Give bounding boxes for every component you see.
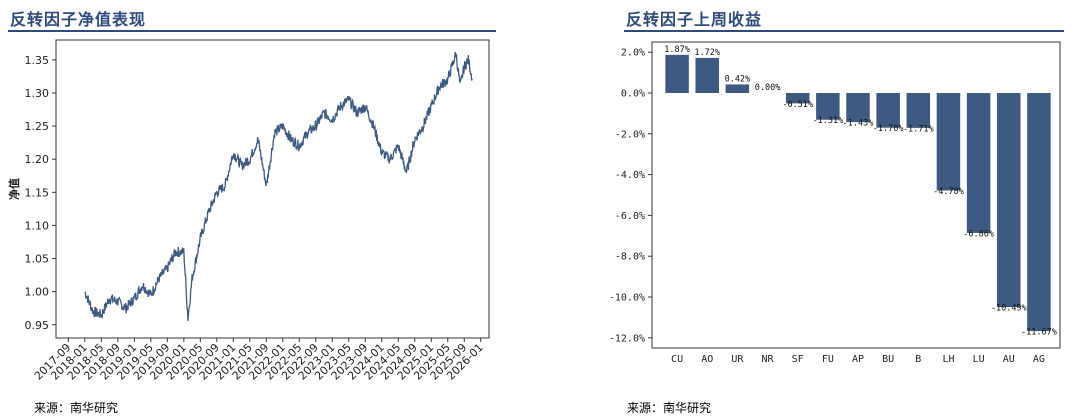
bar-ur xyxy=(725,84,750,93)
y-tick-label: -4.0% xyxy=(615,170,645,181)
y-tick-label: 1.30 xyxy=(25,87,50,100)
bar-value-label: -0.51% xyxy=(782,100,813,110)
right-source-note: 来源：南华研究 xyxy=(627,401,712,415)
y-tick-label: 1.25 xyxy=(25,120,50,133)
x-tick-label: B xyxy=(915,354,921,365)
bar-value-label: -4.78% xyxy=(933,187,964,197)
plot-frame xyxy=(55,39,490,339)
x-tick-label: AO xyxy=(701,354,713,365)
nav-series-line xyxy=(84,51,473,321)
y-tick-label: 1.05 xyxy=(25,253,50,266)
bar-au xyxy=(997,93,1021,307)
y-tick-label: -6.0% xyxy=(615,211,645,222)
bar-cu xyxy=(665,54,689,93)
bar-value-label: -11.67% xyxy=(1021,328,1057,338)
y-tick-label: 0.0% xyxy=(621,89,645,100)
y-tick-label: 1.10 xyxy=(25,219,50,232)
bar-sf xyxy=(785,93,810,104)
bar-value-label: -1.71% xyxy=(903,124,934,134)
bar-value-label: -1.70% xyxy=(873,124,904,134)
y-tick-label: -10.0% xyxy=(609,293,645,304)
bar-ap xyxy=(846,93,870,123)
y-tick-label: -2.0% xyxy=(615,129,645,140)
bar-ao xyxy=(695,57,719,93)
y-tick-label: -12.0% xyxy=(609,333,645,344)
nav-line-chart: 0.951.001.051.101.151.201.251.301.35净值20… xyxy=(7,39,490,383)
x-tick-label: NR xyxy=(762,354,775,365)
x-tick-label: SF xyxy=(792,354,804,365)
x-tick-label: AP xyxy=(852,354,864,365)
bar-lh xyxy=(936,93,961,191)
y-tick-label: -8.0% xyxy=(615,252,645,263)
x-tick-label: AU xyxy=(1003,354,1015,365)
x-tick-label: LH xyxy=(942,354,954,365)
bar-value-label: 1.87% xyxy=(664,45,690,55)
right-panel-title: 反转因子上周收益 xyxy=(626,10,763,29)
bar-bu xyxy=(876,93,900,128)
right-title-rule xyxy=(624,30,1064,32)
bar-value-label: -10.49% xyxy=(991,303,1027,313)
bar-value-label: 0.42% xyxy=(725,74,751,84)
y-tick-label: 2.0% xyxy=(621,48,645,59)
weekly-return-bar-chart: 2.0% 0.0% -2.0% -4.0% -6.0% -8.0% -10.0% -12.0%… xyxy=(609,41,1061,365)
y-tick-label: 1.35 xyxy=(25,54,50,67)
x-tick-label: UR xyxy=(731,354,744,365)
x-tick-label: AG xyxy=(1033,354,1045,365)
bar-value-label: 0.00% xyxy=(755,83,781,93)
left-panel-title: 反转因子净值表现 xyxy=(10,10,147,29)
bar-b xyxy=(906,93,931,128)
bar-value-label: -6.86% xyxy=(963,229,994,239)
bar-value-label: -1.31% xyxy=(812,116,843,126)
x-tick-label: BU xyxy=(882,354,894,365)
y-tick-label: 0.95 xyxy=(25,319,50,332)
y-tick-label: 1.20 xyxy=(25,153,50,166)
y-tick-label: 1.00 xyxy=(25,286,50,299)
left-source-note: 来源：南华研究 xyxy=(34,401,119,415)
y-axis-label: 净值 xyxy=(7,178,21,200)
x-tick-label: LU xyxy=(973,354,985,365)
bar-lu xyxy=(966,93,991,233)
x-tick-label: CU xyxy=(671,354,683,365)
left-title-rule xyxy=(8,30,496,32)
bar-value-label: -1.43% xyxy=(843,119,874,129)
x-tick-label: FU xyxy=(822,354,834,365)
y-tick-label: 1.15 xyxy=(25,186,50,199)
plot-frame xyxy=(651,41,1061,349)
bar-ag xyxy=(1027,93,1051,332)
bar-fu xyxy=(816,93,840,120)
bar-value-label: 1.72% xyxy=(694,48,720,58)
